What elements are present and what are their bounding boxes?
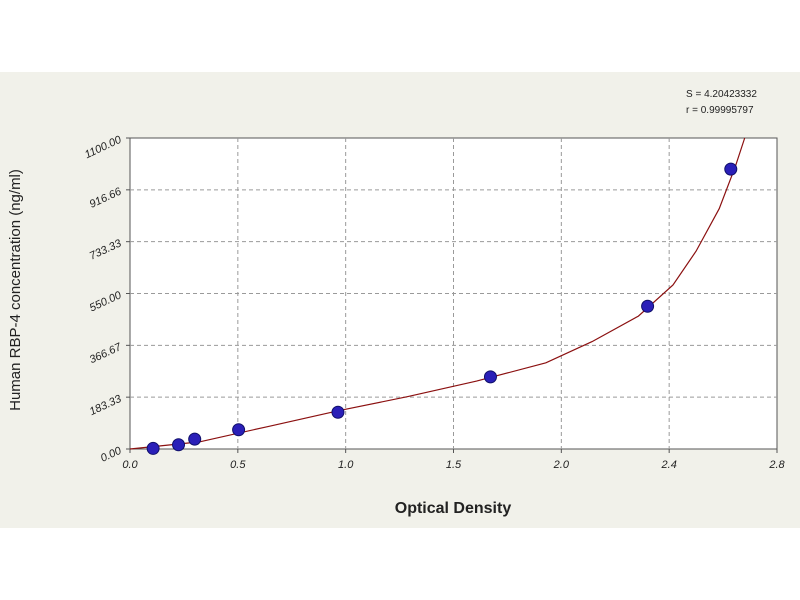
x-tick-label: 2.4: [661, 459, 677, 471]
chart-panel: 0.0 0.5 1.0 1.5 2.0 2.4 2.8 0.00 183.33 366.67 55…: [0, 72, 800, 528]
x-tick-label: 0.0: [122, 459, 138, 471]
y-tick-label: 550.00: [88, 289, 124, 314]
data-point: [483, 370, 497, 384]
data-point: [724, 162, 738, 176]
data-point: [641, 299, 655, 313]
data-point: [188, 432, 202, 446]
data-point: [146, 441, 160, 455]
data-points: [146, 162, 738, 455]
y-tick-label: 1100.00: [83, 133, 124, 161]
stat-s: S = 4.20423332: [686, 89, 757, 100]
y-tick-labels: 0.00 183.33 366.67 550.00 733.33 916.66 1100.0…: [83, 133, 124, 464]
x-tick-label: 2.0: [553, 459, 570, 471]
x-tick-label: 1.5: [446, 459, 462, 471]
data-point: [172, 438, 186, 452]
data-point: [331, 405, 345, 419]
y-axis-title: Human RBP-4 concentration (ng/ml): [7, 169, 24, 411]
y-tick-label: 916.66: [88, 185, 124, 210]
x-tick-label: 1.0: [338, 459, 354, 471]
y-tick-label: 366.67: [88, 341, 124, 366]
x-axis-title: Optical Density: [395, 500, 512, 517]
y-tick-label: 183.33: [88, 393, 124, 418]
y-tick-label: 0.00: [99, 444, 124, 464]
grid: [126, 137, 778, 453]
x-tick-labels: 0.0 0.5 1.0 1.5 2.0 2.4 2.8: [122, 459, 785, 471]
standard-curve-chart: 0.0 0.5 1.0 1.5 2.0 2.4 2.8 0.00 183.33 366.67 55…: [7, 89, 786, 517]
x-tick-label: 0.5: [230, 459, 246, 471]
x-tick-label: 2.8: [768, 459, 785, 471]
y-tick-label: 733.33: [88, 237, 124, 262]
fit-curve: [129, 137, 746, 450]
data-point: [232, 423, 246, 437]
stat-r: r = 0.99995797: [686, 105, 754, 116]
